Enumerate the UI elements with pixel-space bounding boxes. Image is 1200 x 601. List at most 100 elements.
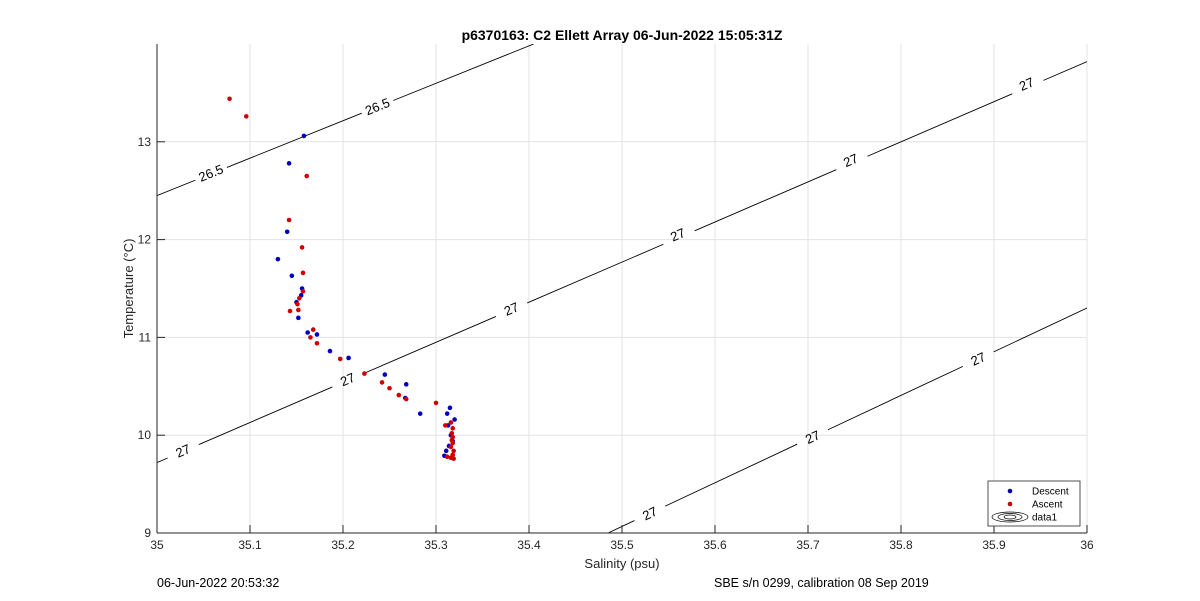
descent-point xyxy=(452,417,457,422)
ascent-point xyxy=(444,454,450,460)
x-axis-label: Salinity (psu) xyxy=(584,556,659,571)
y-tick-label: 10 xyxy=(138,428,152,442)
ascent-point xyxy=(308,335,313,340)
descent-point xyxy=(403,382,409,387)
ascent-point xyxy=(243,114,249,119)
descent-point xyxy=(417,411,423,416)
contour-label: 27 xyxy=(668,225,687,245)
chart-title: p6370163: C2 Ellett Array 06-Jun-2022 15… xyxy=(462,27,783,43)
ascent-point xyxy=(449,430,455,436)
x-tick-label: 35.9 xyxy=(982,538,1006,552)
ascent-point xyxy=(296,307,301,313)
data-points xyxy=(227,96,457,461)
ascent-point xyxy=(296,295,302,301)
descent-point xyxy=(296,315,301,321)
x-tick-label: 35 xyxy=(150,538,164,552)
ascent-point xyxy=(433,400,439,406)
ascent-point xyxy=(396,392,402,398)
x-tick-label: 35.7 xyxy=(796,538,820,552)
x-tick-label: 35.3 xyxy=(424,538,448,552)
descent-point xyxy=(301,133,307,139)
contour-segment xyxy=(157,457,168,463)
ascent-point xyxy=(287,308,293,314)
legend-contour-icon xyxy=(1003,514,1017,520)
grid-lines xyxy=(156,44,1088,534)
legend-contour-icon xyxy=(991,511,1029,523)
y-tick-label: 13 xyxy=(138,135,152,149)
ascent-point xyxy=(337,356,343,362)
contour-segment xyxy=(393,44,534,101)
y-tick-label: 12 xyxy=(138,233,152,247)
contour-label: 27 xyxy=(803,427,822,447)
legend[interactable]: Descent Ascent data1 xyxy=(987,480,1081,527)
ascent-point xyxy=(286,217,292,223)
ascent-point xyxy=(451,456,456,461)
contour-segment xyxy=(157,179,196,197)
contour-segment xyxy=(607,520,635,533)
legend-contour-icon xyxy=(997,513,1023,521)
series-ascent xyxy=(227,96,456,461)
x-tick-label: 35.5 xyxy=(610,538,634,552)
descent-point xyxy=(327,348,333,354)
ascent-point xyxy=(295,301,300,307)
contour-segment xyxy=(527,243,664,304)
ascent-point xyxy=(387,385,392,391)
legend-box xyxy=(987,480,1081,527)
x-tick-label: 36 xyxy=(1080,538,1094,552)
x-tick-label: 35.4 xyxy=(517,538,541,552)
ascent-point xyxy=(362,371,367,376)
descent-point xyxy=(284,229,290,235)
legend-label: data1 xyxy=(1032,513,1057,524)
y-axis-label: Temperature (°C) xyxy=(121,239,136,339)
footer-calibration: SBE s/n 0299, calibration 08 Sep 2019 xyxy=(714,576,929,590)
ascent-point xyxy=(379,380,385,385)
contour-segment xyxy=(226,112,362,168)
ascent-point xyxy=(304,173,310,179)
descent-point xyxy=(443,448,449,454)
ascent-point xyxy=(443,423,448,428)
ascent-point xyxy=(448,444,454,450)
x-tick-label: 35.8 xyxy=(889,538,913,552)
contour-label: 27 xyxy=(173,441,192,461)
descent-point xyxy=(275,256,281,262)
legend-marker xyxy=(1007,501,1013,507)
ascent-point xyxy=(314,340,320,346)
contour-segment xyxy=(867,93,1013,157)
descent-point xyxy=(289,273,295,279)
ascent-point xyxy=(451,448,456,454)
contour-label: 27 xyxy=(640,504,659,524)
ascent-point xyxy=(450,440,456,446)
ascent-point xyxy=(448,420,454,425)
descent-point xyxy=(305,330,310,335)
x-tick-label: 35.1 xyxy=(238,538,262,552)
legend-marker xyxy=(1007,488,1013,494)
contour-label: 27 xyxy=(1017,74,1036,94)
ascent-point xyxy=(450,426,456,431)
ascent-point xyxy=(310,327,316,332)
descent-point xyxy=(447,405,453,411)
contour-segment xyxy=(665,443,798,507)
legend-label: Ascent xyxy=(1032,500,1063,511)
descent-point xyxy=(286,161,292,166)
footer-timestamp: 06-Jun-2022 20:53:32 xyxy=(157,576,280,590)
contour-segment xyxy=(1043,61,1087,81)
descent-point xyxy=(314,332,320,337)
contour-segment xyxy=(363,316,497,374)
contour-label: 27 xyxy=(338,370,357,390)
y-tick-label: 9 xyxy=(144,526,151,540)
descent-point xyxy=(382,372,388,377)
x-tick-label: 35.2 xyxy=(331,538,355,552)
contour-segment xyxy=(198,386,333,445)
contour-segment xyxy=(694,169,837,232)
contour-label: 27 xyxy=(841,151,860,171)
series-descent xyxy=(275,133,457,459)
ascent-point xyxy=(300,270,306,276)
descent-point xyxy=(346,355,351,361)
legend-label: Descent xyxy=(1032,487,1069,498)
ascent-point xyxy=(227,96,232,102)
y-tick-label: 11 xyxy=(139,330,152,344)
ascent-point xyxy=(300,289,306,294)
descent-point xyxy=(444,411,450,416)
